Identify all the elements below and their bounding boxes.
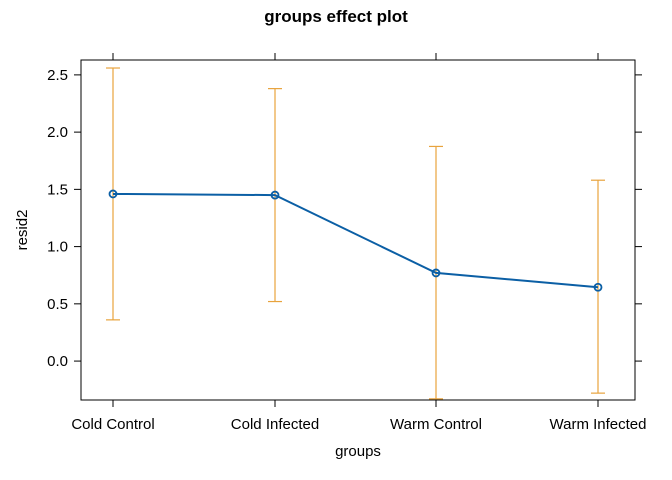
y-tick-label: 2.0 xyxy=(47,124,68,141)
x-axis-label: groups xyxy=(335,443,381,460)
y-tick-label: 0.0 xyxy=(47,353,68,370)
series-line-group xyxy=(108,189,603,292)
x-tick-label: Cold Control xyxy=(71,416,154,433)
series-line xyxy=(112,192,599,289)
chart-title: groups effect plot xyxy=(264,7,408,26)
x-tick-label: Warm Infected xyxy=(550,416,647,433)
plot-frame xyxy=(80,59,636,401)
data-point xyxy=(270,190,280,200)
data-point xyxy=(431,268,441,278)
x-tick-label: Cold Infected xyxy=(231,416,319,433)
y-tick-label: 1.0 xyxy=(47,239,68,256)
data-point xyxy=(593,282,603,292)
y-tick-label: 1.5 xyxy=(47,181,68,198)
y-axis-label: resid2 xyxy=(14,210,31,251)
data-point xyxy=(108,189,118,199)
y-tick-label: 2.5 xyxy=(47,67,68,84)
axis-ticks: 0.0 0.5 1.0 1.5 2.0 2.5 Cold Control Cold Infec… xyxy=(47,53,646,433)
x-tick-label: Warm Control xyxy=(390,416,482,433)
y-tick-label: 0.5 xyxy=(47,296,68,313)
